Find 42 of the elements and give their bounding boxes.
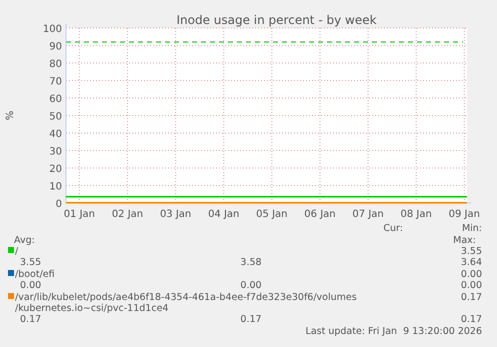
y-tick-label: 0 bbox=[56, 199, 62, 210]
text: Cur: bbox=[383, 223, 403, 234]
x-tick-label: 03 Jan bbox=[160, 209, 192, 220]
y-tick-label: 70 bbox=[49, 76, 62, 88]
x-tick-label: 08 Jan bbox=[400, 209, 432, 220]
text: 3.55 bbox=[20, 257, 42, 268]
text: Min: bbox=[462, 223, 482, 234]
y-tick-label: 40 bbox=[49, 129, 62, 140]
text: 0.00 bbox=[20, 280, 42, 291]
text: 0.17 bbox=[240, 314, 262, 325]
y-axis-title: % bbox=[5, 110, 16, 120]
y-tick-label: 20 bbox=[49, 164, 62, 175]
y-tick-label: 50 bbox=[49, 112, 62, 122]
text: 0.00 bbox=[240, 280, 262, 291]
x-tick-label: 07 Jan bbox=[352, 209, 384, 220]
text: 3.64 bbox=[460, 257, 482, 268]
text: Avg: bbox=[14, 235, 35, 246]
legend-label: /var/lib/kubelet/pods/ae4b6f18-4354-461a-b4ee-f7de323e30f6/volumes/kubernetes.io~csi/pvc-11d1ce4 bbox=[15, 292, 357, 314]
legend-label: /boot/efi bbox=[15, 269, 55, 280]
x-tick-label: 02 Jan bbox=[112, 209, 144, 220]
text: 3.55 bbox=[460, 246, 482, 257]
text: 0.17 bbox=[460, 314, 482, 325]
x-tick-label: 06 Jan bbox=[304, 209, 336, 220]
chart-title: Inode usage in percent - by week bbox=[176, 13, 377, 27]
text: 0.17 bbox=[20, 314, 42, 325]
x-tick-label: 09 Jan bbox=[448, 209, 480, 220]
y-tick-label: 90 bbox=[49, 42, 62, 52]
text: 0.00 bbox=[460, 269, 482, 280]
y-tick-label: 60 bbox=[49, 94, 62, 105]
x-tick-label: 01 Jan bbox=[64, 209, 96, 220]
text: Max: bbox=[453, 235, 476, 246]
y-tick-label: 80 bbox=[49, 59, 62, 70]
text: 0.00 bbox=[460, 280, 482, 291]
text: 0.17 bbox=[460, 292, 482, 303]
legend-label: / bbox=[15, 246, 19, 257]
x-tick-label: 05 Jan bbox=[256, 209, 288, 220]
text: Last update: Fri Jan 9 13:20:00 2026 bbox=[306, 326, 482, 337]
y-tick-label: 30 bbox=[49, 146, 62, 158]
y-tick-label: 100 bbox=[42, 24, 62, 35]
text: 3.58 bbox=[240, 257, 262, 268]
x-tick-label: 04 Jan bbox=[208, 209, 240, 220]
y-tick-label: 10 bbox=[49, 182, 62, 192]
